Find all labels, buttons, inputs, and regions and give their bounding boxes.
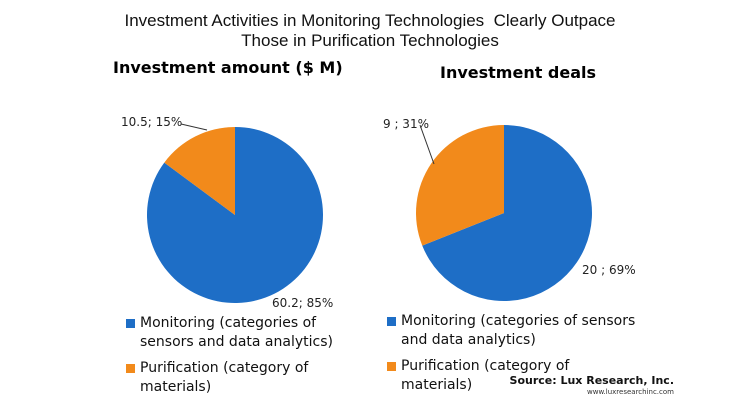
investment-deals-pie bbox=[416, 124, 593, 301]
legend-item-purification: Purification (category of materials) bbox=[126, 359, 366, 397]
slice-leader-line bbox=[419, 124, 435, 165]
purification-swatch bbox=[387, 362, 396, 371]
legend-item-monitoring: Monitoring (categories of sensors and da… bbox=[387, 312, 637, 350]
left-purification-slice-label: 10.5; 15% bbox=[121, 115, 183, 129]
pie-slice-purification bbox=[164, 127, 235, 215]
legend-label-monitoring: Monitoring (categories of sensors and da… bbox=[140, 315, 333, 350]
source-text: Source: Lux Research, Inc. bbox=[509, 374, 674, 387]
right-purification-slice-label: 9 ; 31% bbox=[383, 117, 429, 131]
right-pie-title: Investment deals bbox=[440, 63, 597, 82]
source-url: www.luxresearchinc.com bbox=[587, 388, 674, 396]
left-monitoring-slice-label: 60.2; 85% bbox=[272, 296, 334, 310]
legend-label-purification: Purification (category of materials) bbox=[140, 360, 309, 395]
purification-swatch bbox=[126, 364, 135, 373]
left-legend: Monitoring (categories of sensors and da… bbox=[126, 314, 366, 397]
legend-item-monitoring: Monitoring (categories of sensors and da… bbox=[126, 314, 366, 352]
legend-label-monitoring: Monitoring (categories of sensors and da… bbox=[401, 313, 636, 348]
title-line-2: Those in Purification Technologies bbox=[241, 31, 499, 50]
title-line-1: Investment Activities in Monitoring Tech… bbox=[124, 11, 616, 30]
investment-amount-pie bbox=[147, 123, 323, 304]
right-monitoring-slice-label: 20 ; 69% bbox=[582, 263, 636, 277]
source-credit: Source: Lux Research, Inc. www.luxresear… bbox=[510, 374, 674, 396]
pie-slice-purification bbox=[416, 125, 504, 246]
chart-main-title: Investment Activities in Monitoring Tech… bbox=[0, 11, 740, 51]
legend-item-purification: Purification (category of materials) bbox=[387, 357, 637, 395]
monitoring-swatch bbox=[387, 317, 396, 326]
slice-leader-line bbox=[180, 123, 208, 131]
right-legend: Monitoring (categories of sensors and da… bbox=[387, 312, 637, 395]
legend-label-purification: Purification (category of materials) bbox=[401, 358, 570, 393]
left-pie-title: Investment amount ($ M) bbox=[113, 58, 343, 77]
monitoring-swatch bbox=[126, 319, 135, 328]
pie-slice-monitoring bbox=[422, 125, 593, 301]
pie-slice-monitoring bbox=[147, 127, 323, 304]
